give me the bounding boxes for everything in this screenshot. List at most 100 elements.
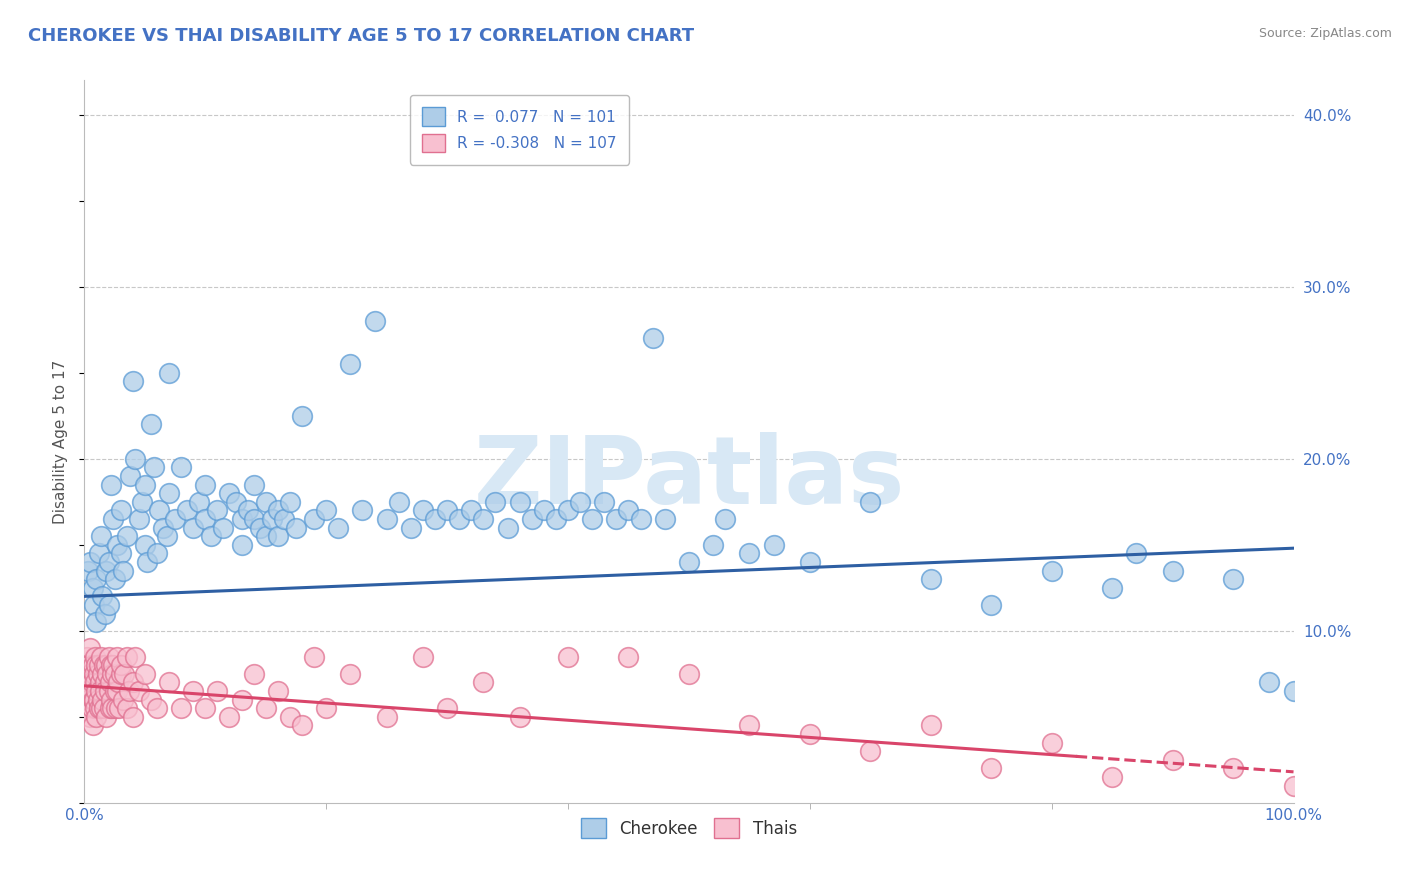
Point <box>157 366 180 380</box>
Point <box>254 701 277 715</box>
Point <box>105 649 128 664</box>
Point <box>641 331 664 345</box>
Point <box>218 486 240 500</box>
Point <box>315 503 337 517</box>
Point <box>86 572 108 586</box>
Point <box>375 710 398 724</box>
Point <box>423 512 446 526</box>
Point <box>194 701 217 715</box>
Point <box>112 692 135 706</box>
Point <box>103 658 125 673</box>
Point <box>352 503 374 517</box>
Point <box>460 503 482 517</box>
Point <box>83 692 105 706</box>
Point <box>617 649 640 664</box>
Point <box>339 666 361 681</box>
Point <box>97 555 120 569</box>
Point <box>146 701 169 715</box>
Point <box>799 555 821 569</box>
Point <box>104 684 127 698</box>
Point <box>97 649 120 664</box>
Point <box>170 701 193 715</box>
Point <box>155 529 177 543</box>
Point <box>363 314 385 328</box>
Point <box>84 649 107 664</box>
Legend: Cherokee, Thais: Cherokee, Thais <box>574 812 804 845</box>
Point <box>84 701 107 715</box>
Point <box>920 572 942 586</box>
Point <box>100 658 122 673</box>
Point <box>278 494 301 508</box>
Point <box>91 590 114 604</box>
Point <box>87 701 110 715</box>
Point <box>509 494 531 508</box>
Point <box>94 658 117 673</box>
Point <box>94 675 117 690</box>
Point <box>90 701 112 715</box>
Point <box>105 684 128 698</box>
Point <box>128 512 150 526</box>
Point <box>188 494 211 508</box>
Point <box>291 718 314 732</box>
Point <box>77 684 100 698</box>
Point <box>762 538 785 552</box>
Text: CHEROKEE VS THAI DISABILITY AGE 5 TO 17 CORRELATION CHART: CHEROKEE VS THAI DISABILITY AGE 5 TO 17 … <box>28 27 695 45</box>
Point <box>302 649 325 664</box>
Point <box>87 546 110 560</box>
Point <box>143 460 166 475</box>
Point <box>194 512 217 526</box>
Point <box>738 546 761 560</box>
Point <box>533 503 555 517</box>
Point <box>115 701 138 715</box>
Point <box>112 666 135 681</box>
Point <box>112 564 135 578</box>
Point <box>254 529 277 543</box>
Point <box>79 666 101 681</box>
Point <box>110 658 132 673</box>
Y-axis label: Disability Age 5 to 17: Disability Age 5 to 17 <box>53 359 69 524</box>
Point <box>267 529 290 543</box>
Point <box>242 512 264 526</box>
Point <box>267 684 290 698</box>
Point <box>139 692 162 706</box>
Point <box>236 503 259 517</box>
Point <box>90 649 112 664</box>
Point <box>77 675 100 690</box>
Point <box>181 520 204 534</box>
Point <box>86 666 108 681</box>
Point <box>93 701 115 715</box>
Point <box>980 761 1002 775</box>
Point <box>86 615 108 630</box>
Point <box>1282 684 1305 698</box>
Point <box>859 494 882 508</box>
Point <box>77 658 100 673</box>
Point <box>242 477 264 491</box>
Point <box>80 675 103 690</box>
Point <box>105 538 128 552</box>
Point <box>194 477 217 491</box>
Point <box>83 598 105 612</box>
Point <box>980 598 1002 612</box>
Point <box>79 555 101 569</box>
Point <box>1222 572 1244 586</box>
Point <box>496 520 519 534</box>
Point <box>328 520 350 534</box>
Point <box>148 503 170 517</box>
Point <box>399 520 422 534</box>
Point <box>200 529 222 543</box>
Point <box>157 675 180 690</box>
Point <box>569 494 592 508</box>
Point <box>472 512 495 526</box>
Point <box>617 503 640 517</box>
Point <box>98 701 121 715</box>
Point <box>94 684 117 698</box>
Point <box>131 494 153 508</box>
Point <box>118 684 141 698</box>
Point <box>544 512 567 526</box>
Point <box>1258 675 1281 690</box>
Point <box>509 710 531 724</box>
Point <box>104 572 127 586</box>
Point <box>702 538 724 552</box>
Point <box>97 598 120 612</box>
Point <box>115 649 138 664</box>
